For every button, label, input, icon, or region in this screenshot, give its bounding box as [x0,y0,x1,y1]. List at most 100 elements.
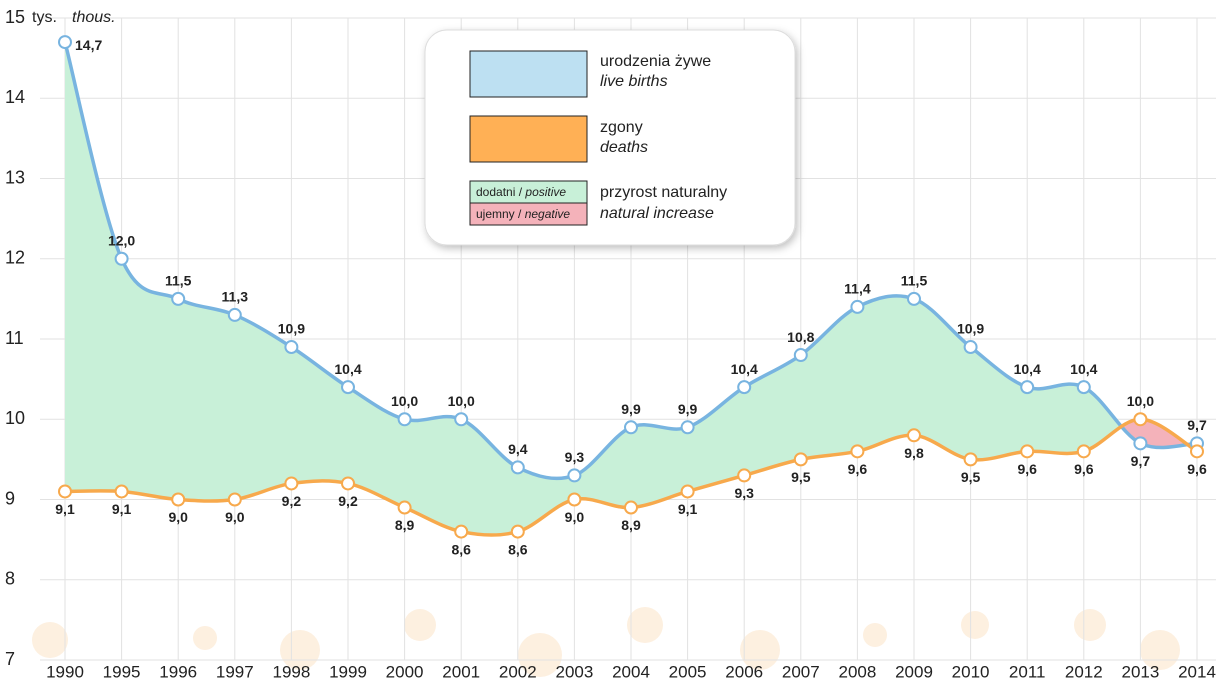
legend-swatch [469,115,588,163]
y-tick-label: 12 [5,248,25,268]
legend-swatch [469,50,588,98]
point [624,420,638,435]
point [114,251,129,266]
x-tick-label: 2005 [669,662,707,681]
point [963,340,978,355]
value-label: 10,9 [957,321,984,337]
point [454,412,469,427]
value-label: 9,0 [168,509,188,525]
point [907,428,921,443]
value-label: 9,0 [565,509,585,525]
x-tick-label: 2001 [442,662,480,681]
value-label: 9,5 [791,469,811,485]
legend-label: natural increase [600,205,714,222]
point [793,452,808,467]
point [1020,380,1035,395]
point [1190,444,1204,459]
point [510,524,525,539]
point [963,452,978,467]
value-label: 14,7 [75,37,102,53]
point [341,380,355,395]
value-label: 9,1 [112,501,132,517]
point [397,412,412,427]
y-tick-label: 9 [5,488,15,508]
x-tick-label: 2000 [386,662,424,681]
value-label: 8,6 [508,541,528,557]
point [567,468,582,483]
value-label: 9,2 [282,493,302,509]
legend-label: negative [525,207,571,221]
legend-label: ujemny / negative [476,207,570,221]
point [1133,436,1148,451]
point [567,492,582,507]
x-tick-label: 1990 [46,662,84,681]
value-label: 10,8 [787,329,814,345]
value-label: 10,9 [278,321,305,337]
legend-label: deaths [600,139,648,156]
value-label: 8,9 [621,517,641,533]
x-tick-label: 2010 [952,662,990,681]
legend-label: zgony [600,119,643,136]
value-label: 9,9 [678,401,698,417]
legend-label: positive [524,185,566,199]
point [397,500,412,515]
x-tick-label: 2011 [1009,662,1046,681]
y-tick-label: 10 [5,408,25,428]
x-tick-label: 1995 [103,662,141,681]
point [1076,380,1091,395]
value-label: 9,3 [565,449,585,465]
legend-label: urodzenia żywe [600,53,711,70]
point [171,291,186,306]
point [58,35,72,50]
point [907,291,921,306]
x-tick-label: 2003 [555,662,593,681]
legend-label: ujemny / [476,207,522,221]
x-tick-label: 1998 [272,662,310,681]
y-tick-label: 13 [5,167,25,187]
value-label: 9,6 [848,461,868,477]
increase-positive [65,42,1197,536]
point [171,492,186,507]
value-label: 10,4 [1014,361,1041,377]
point [850,444,865,459]
x-tick-label: 2007 [782,662,820,681]
value-label: 11,5 [901,273,928,289]
x-tick-label: 2013 [1121,662,1159,681]
value-label: 11,4 [844,281,871,297]
legend-label: dodatni / [476,185,523,199]
value-label: 9,0 [225,509,245,525]
x-tick-label: 2012 [1065,662,1103,681]
legend-label: live births [600,73,668,90]
areas [65,42,1197,536]
value-label: 11,5 [165,273,192,289]
x-tick-label: 2004 [612,662,650,681]
value-label: 11,3 [222,289,249,305]
point [1076,444,1091,459]
y-tick-label: 7 [5,649,15,669]
point [284,340,299,355]
value-label: 9,4 [508,441,528,457]
value-label: 9,7 [1187,417,1207,433]
value-label: 12,0 [108,232,135,248]
value-label: 9,6 [1074,461,1094,477]
lines [58,35,1204,539]
x-tick-label: 1996 [159,662,197,681]
point [1020,444,1035,459]
value-label: 9,5 [961,469,981,485]
labels: 7 8 9 10 11 12 13 14 15 tys. thous. 1990 1995 1996 199… [5,7,1216,682]
point [454,524,469,539]
point [341,476,355,491]
value-label: 9,2 [338,493,358,509]
point [624,500,638,515]
x-tick-label: 2008 [838,662,876,681]
point [227,307,242,322]
x-tick-label: 1999 [329,662,367,681]
legend-label: przyrost naturalny [600,184,727,201]
value-label: 10,0 [391,393,418,409]
legend-swatch [469,202,588,226]
point [58,484,72,499]
point [737,380,752,395]
y-tick-label: 11 [5,328,24,348]
x-tick-label: 2006 [725,662,763,681]
value-label: 9,8 [904,445,924,461]
